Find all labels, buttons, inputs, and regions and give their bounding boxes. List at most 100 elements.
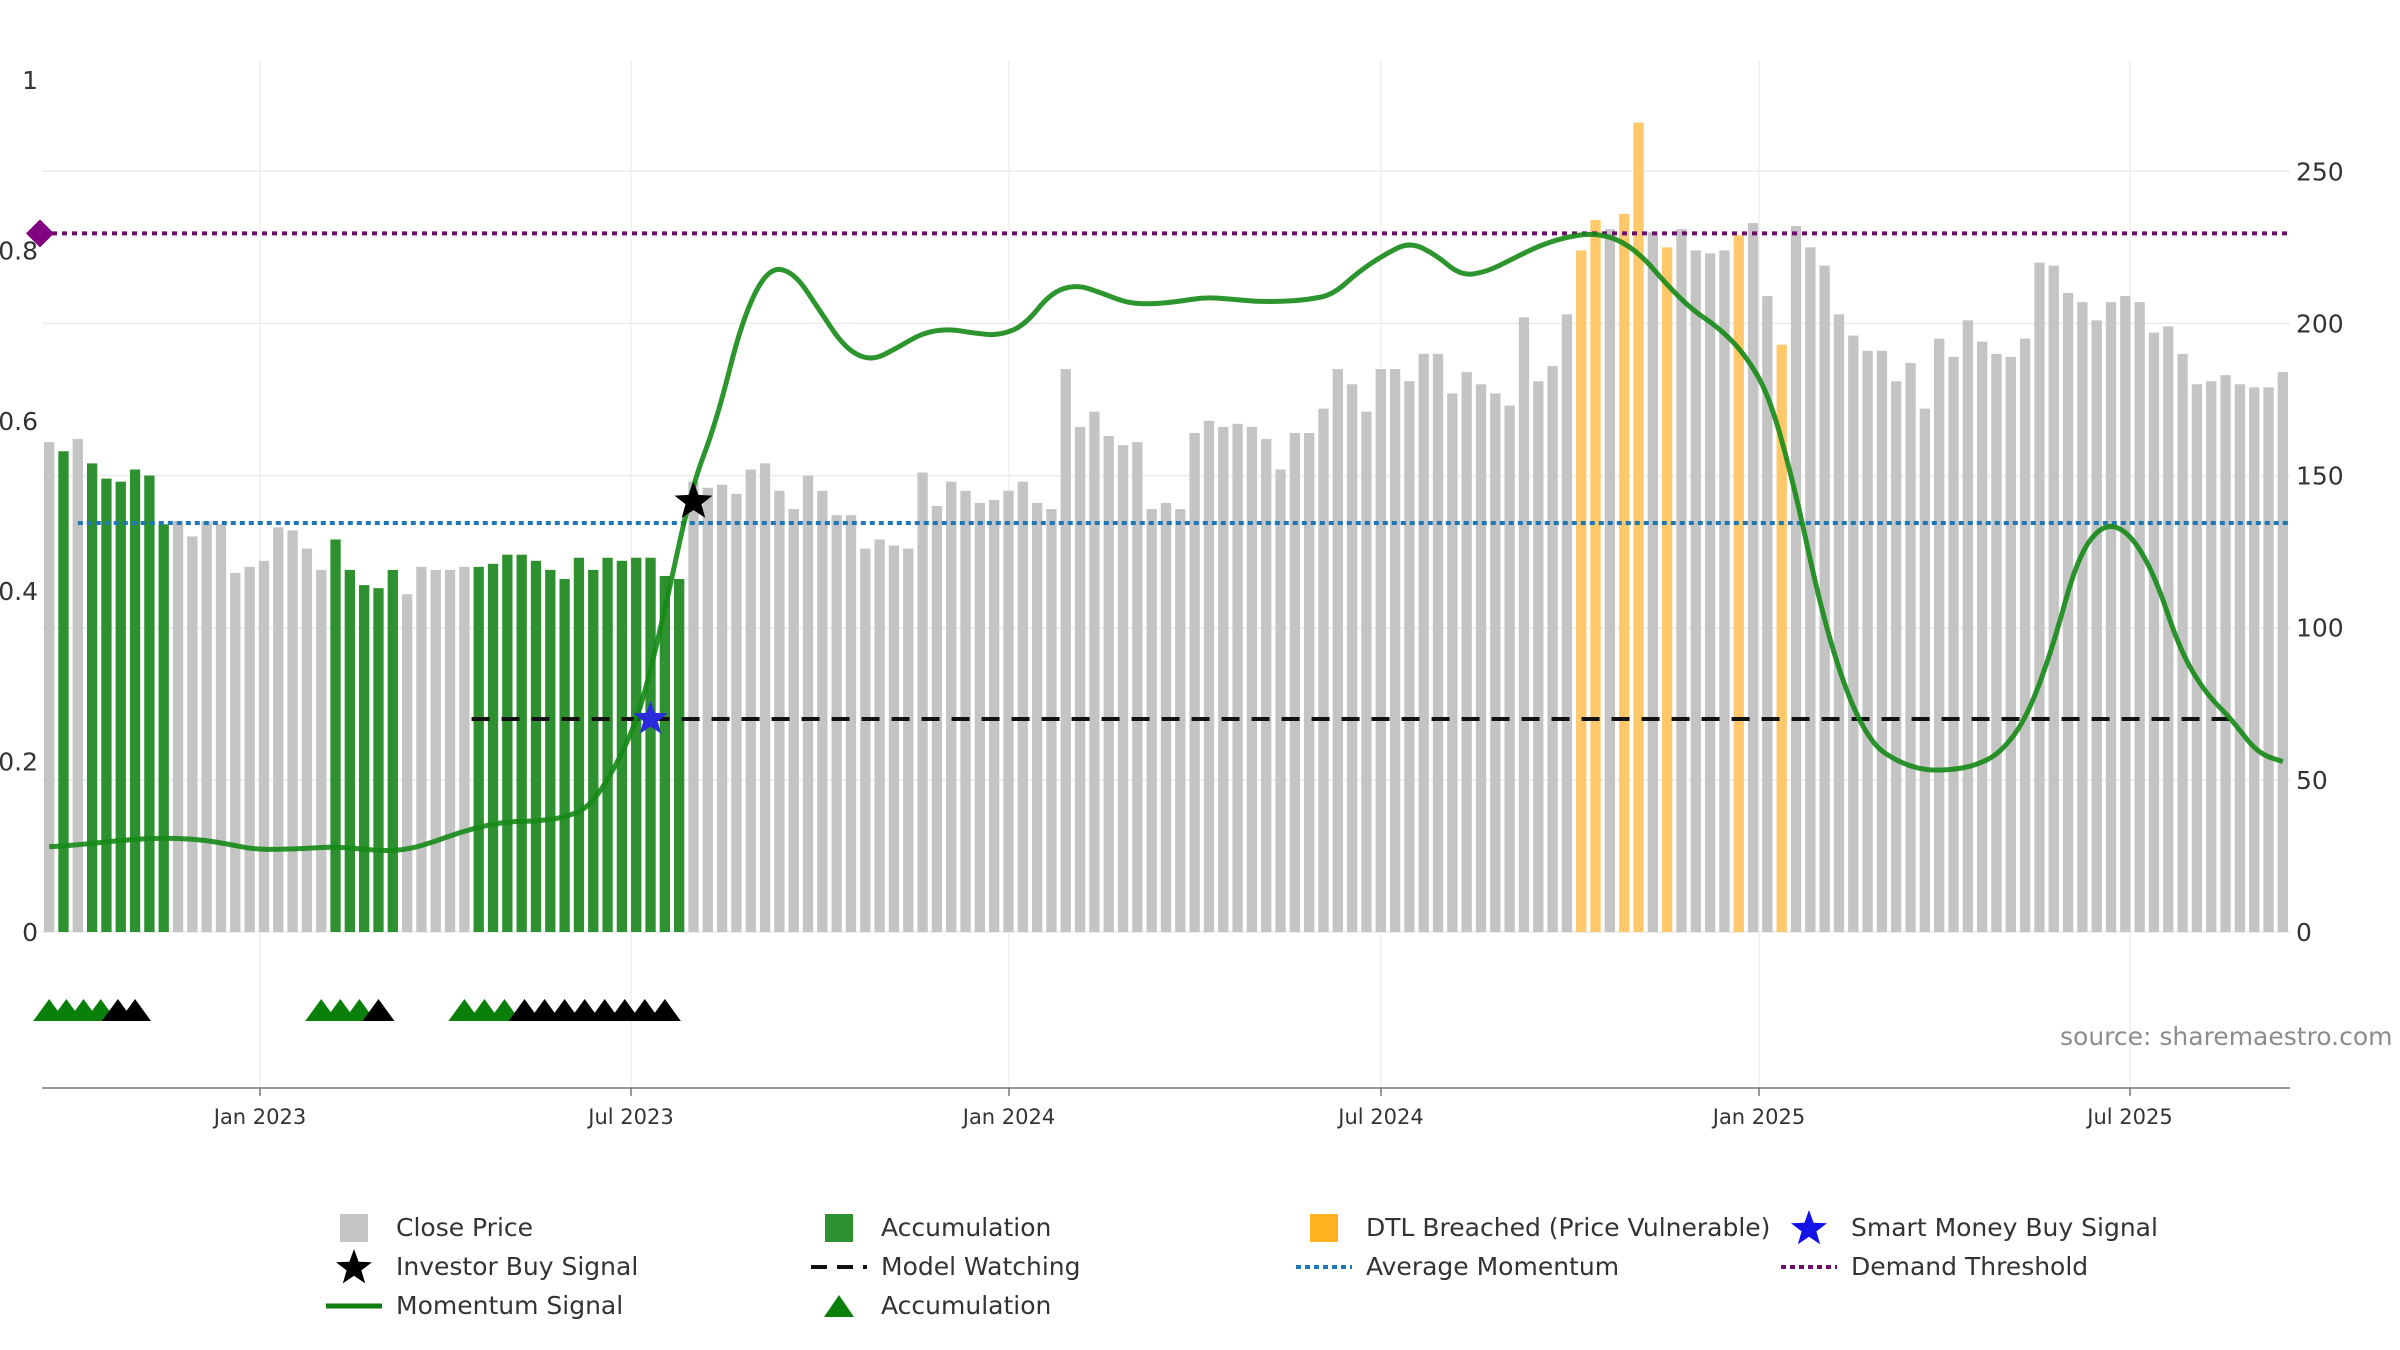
close-price-bar xyxy=(1203,420,1215,932)
left-axis-tick-label: 0.8 xyxy=(0,236,38,265)
right-axis: 0 50 100 150 200 250 xyxy=(2296,157,2344,947)
close-price-bar xyxy=(2062,293,2074,932)
close-price-bar xyxy=(1604,229,1616,933)
dtl-breached-bar xyxy=(1661,247,1673,932)
close-price-bar xyxy=(1919,408,1931,933)
legend-item-demand-threshold: Demand Threshold xyxy=(1775,1247,2260,1286)
accumulation-bar xyxy=(158,524,169,932)
legend-label: Close Price xyxy=(396,1213,534,1242)
accumulation-bar xyxy=(373,588,384,932)
accumulation-bar xyxy=(487,563,499,932)
close-price-bar xyxy=(1819,265,1830,933)
black-triangle-icon xyxy=(628,999,661,1021)
close-price-bar xyxy=(1948,356,1959,932)
signal-lines xyxy=(26,219,2290,854)
close-price-bar xyxy=(1132,442,1143,932)
close-price-bar xyxy=(2277,372,2288,933)
close-price-bar xyxy=(874,539,885,932)
right-axis-tick-label: 250 xyxy=(2296,157,2344,186)
close-price-bar xyxy=(2091,320,2102,932)
green-triangle-icon xyxy=(488,999,521,1021)
close-price-bar xyxy=(774,490,785,932)
close-price-bar xyxy=(745,469,756,932)
legend-label: DTL Breached (Price Vulnerable) xyxy=(1366,1213,1771,1242)
close-price-bar xyxy=(860,548,871,932)
close-price-bar xyxy=(2005,356,2016,932)
right-axis-tick-label: 50 xyxy=(2296,766,2328,795)
close-price-bar xyxy=(1332,369,1343,933)
close-price-bar xyxy=(430,569,441,932)
close-price-bar xyxy=(1848,335,1859,933)
close-price-bar xyxy=(917,472,928,932)
close-price-bar xyxy=(1218,426,1229,932)
legend-key-green-square xyxy=(805,1210,873,1246)
close-price-bar xyxy=(1676,229,1687,933)
legend-label: Smart Money Buy Signal xyxy=(1851,1213,2158,1242)
legend-item-investor-buy: Investor Buy Signal xyxy=(320,1247,805,1286)
close-price-bar xyxy=(1003,490,1014,932)
close-price-bar xyxy=(258,560,270,932)
x-axis-tick-label: Jan 2024 xyxy=(961,1105,1056,1129)
close-price-bar xyxy=(1704,253,1716,932)
x-axis-tick-label: Jan 2025 xyxy=(1711,1105,1806,1129)
close-price-bar xyxy=(1031,502,1043,932)
close-price-bar xyxy=(1905,362,1916,932)
accumulation-bar xyxy=(545,569,556,932)
close-price-bar xyxy=(1862,350,1873,932)
legend-item-dtl-breached: DTL Breached (Price Vulnerable) xyxy=(1290,1208,1775,1247)
close-price-bar xyxy=(1976,341,1988,933)
x-axis: Jan 2023 Jul 2023 Jan 2024 Jul 2024 Jan 2025… xyxy=(42,1087,2290,1129)
close-price-bar xyxy=(230,572,241,932)
close-price-bar xyxy=(459,566,470,932)
dtl-breached-bar xyxy=(1733,235,1744,932)
legend-item-close-price: Close Price xyxy=(320,1208,805,1247)
close-price-bar xyxy=(1490,393,1501,932)
accumulation-bar xyxy=(659,575,671,932)
right-axis-tick-label: 150 xyxy=(2296,462,2344,491)
close-price-bar xyxy=(1103,436,1114,932)
accumulation-bar xyxy=(645,557,656,932)
close-price-bar xyxy=(1189,432,1200,932)
close-price-bar xyxy=(1432,353,1444,932)
accumulation-bar xyxy=(502,554,513,932)
momentum-signal-line xyxy=(48,231,2284,854)
accumulation-bar xyxy=(530,560,542,932)
accumulation-bar xyxy=(86,463,98,932)
close-price-bar xyxy=(2120,296,2131,932)
dtl-breached-bar xyxy=(1590,219,1601,932)
close-price-bar xyxy=(1361,411,1372,933)
dtl-breached-bar xyxy=(1776,344,1787,932)
close-price-bar xyxy=(2234,384,2246,932)
legend-item-accumulation-marker: Accumulation xyxy=(805,1286,1290,1325)
accumulation-bar xyxy=(330,539,341,932)
close-price-bar xyxy=(716,484,728,932)
x-axis-tick-label: Jul 2025 xyxy=(2085,1105,2172,1129)
accumulation-bar xyxy=(631,557,642,932)
price-bars xyxy=(44,122,2288,933)
close-price-bar xyxy=(316,569,327,932)
close-price-bar xyxy=(1891,381,1902,932)
x-axis-tick-label: Jan 2023 xyxy=(212,1105,307,1129)
black-triangle-icon xyxy=(648,999,681,1021)
right-axis-tick-label: 200 xyxy=(2296,309,2344,338)
close-price-bar xyxy=(1991,353,2002,932)
close-price-bar xyxy=(1389,369,1401,933)
close-price-bar xyxy=(1289,432,1301,932)
right-axis-tick-label: 0 xyxy=(2296,918,2312,947)
close-price-bar xyxy=(1719,250,1730,932)
close-price-bar xyxy=(1275,469,1286,932)
x-axis-tick-label: Jul 2023 xyxy=(586,1105,673,1129)
smart-money-star-icon xyxy=(633,701,668,734)
accumulation-bar xyxy=(559,579,570,932)
close-price-bar xyxy=(1117,445,1129,932)
close-price-bar xyxy=(831,515,842,932)
accumulation-bar xyxy=(602,557,613,932)
close-price-bar xyxy=(287,530,298,932)
legend-item-model-watching: Model Watching xyxy=(805,1247,1290,1286)
green-triangle-icon xyxy=(468,999,501,1021)
dtl-breached-bar xyxy=(1619,213,1630,932)
close-price-bar xyxy=(788,509,799,932)
close-price-bar xyxy=(1876,350,1888,932)
legend-key-purple-dotted-line xyxy=(1775,1249,1843,1285)
legend-label: Average Momentum xyxy=(1366,1252,1620,1281)
